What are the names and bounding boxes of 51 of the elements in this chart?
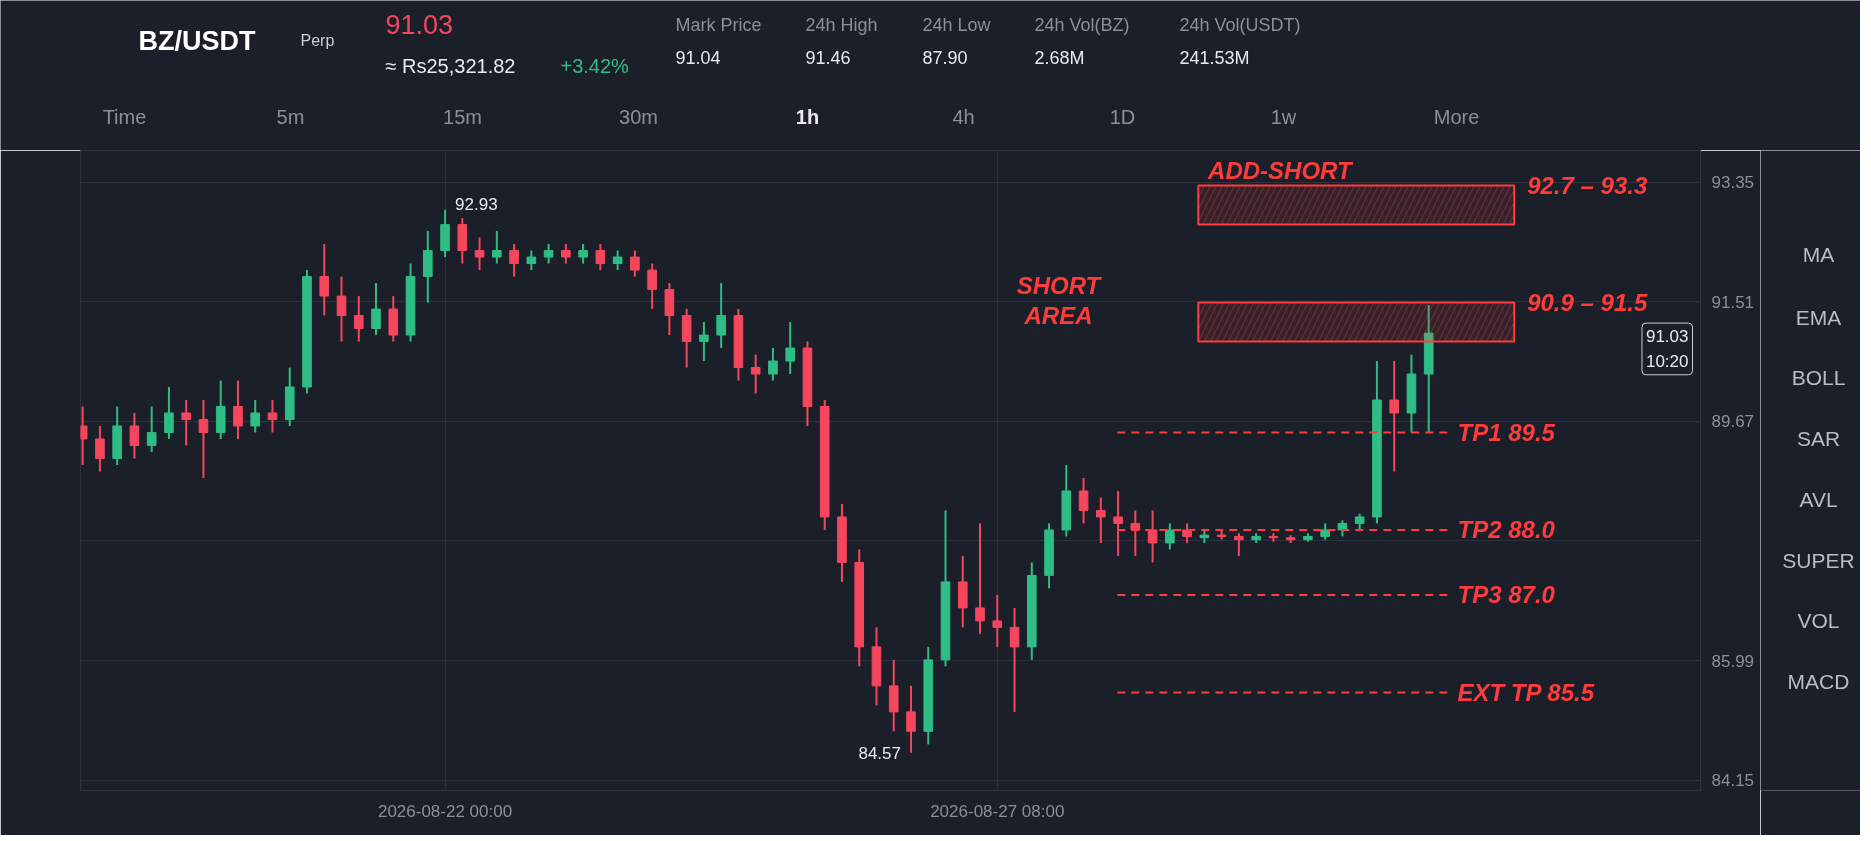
text: 24h Vol(BZ) (1034, 14, 1130, 35)
text: MA (1802, 243, 1835, 266)
y-tick-label: 85.99 (1711, 651, 1755, 671)
annotation: 92.93 (455, 194, 498, 214)
text: 87.90 (922, 48, 968, 68)
text: 91.03 (385, 10, 454, 40)
y-tick-label: 89.67 (1711, 412, 1755, 432)
text: 1D (1109, 105, 1136, 128)
text: VOL (1797, 609, 1840, 632)
text: 24h Vol(USDT) (1179, 14, 1301, 35)
x-tick-label: 2026-08-27 08:00 (930, 801, 1065, 821)
text: 30m (619, 105, 658, 128)
text: 15m (443, 105, 482, 128)
text: MACD (1787, 670, 1850, 693)
text: 10:20 (1645, 351, 1689, 371)
text: SUPER (1782, 549, 1855, 572)
text: Perp (300, 32, 335, 49)
text: 1h (795, 105, 820, 128)
text: 4h (952, 105, 975, 128)
annotation: SHORT AREA (1016, 272, 1103, 329)
text: 1w (1270, 105, 1297, 128)
y-tick-label: 84.15 (1711, 771, 1755, 791)
text: 241.53M (1179, 47, 1250, 68)
y-tick-label: 93.35 (1711, 173, 1755, 193)
text: 24h High (805, 14, 878, 35)
ref-line-label: TP3 87.0 (1457, 581, 1556, 609)
text: AVL (1799, 488, 1838, 511)
text: SAR (1796, 427, 1841, 450)
band-label: 92.7 – 93.3 (1527, 172, 1648, 200)
text: 2.68M (1034, 47, 1085, 68)
annotation: ADD-SHORT (1207, 156, 1355, 184)
text: Time (102, 105, 147, 128)
text: BOLL (1791, 366, 1846, 389)
chart-title: BZ/USDT (138, 25, 256, 56)
ref-line-label: TP2 88.0 (1457, 516, 1556, 544)
ref-line-label: EXT TP 85.5 (1457, 678, 1595, 706)
text: 91.46 (805, 48, 851, 68)
ref-line-label: TP1 89.5 (1457, 418, 1556, 446)
band-label: 90.9 – 91.5 (1527, 289, 1648, 317)
text: +3.42% (560, 54, 630, 77)
text: 5m (276, 105, 305, 128)
annotation: 84.57 (858, 743, 901, 763)
text: 91.04 (675, 48, 721, 68)
text: Mark Price (675, 14, 762, 35)
text: 24h Low (922, 14, 992, 35)
text: ≈ Rs25,321.82 (385, 54, 516, 77)
annotation: 91.03 (1645, 327, 1689, 347)
y-tick-label: 91.51 (1711, 292, 1755, 312)
text: More (1433, 105, 1480, 128)
text: EMA (1795, 306, 1842, 329)
x-tick-label: 2026-08-22 00:00 (377, 801, 513, 821)
